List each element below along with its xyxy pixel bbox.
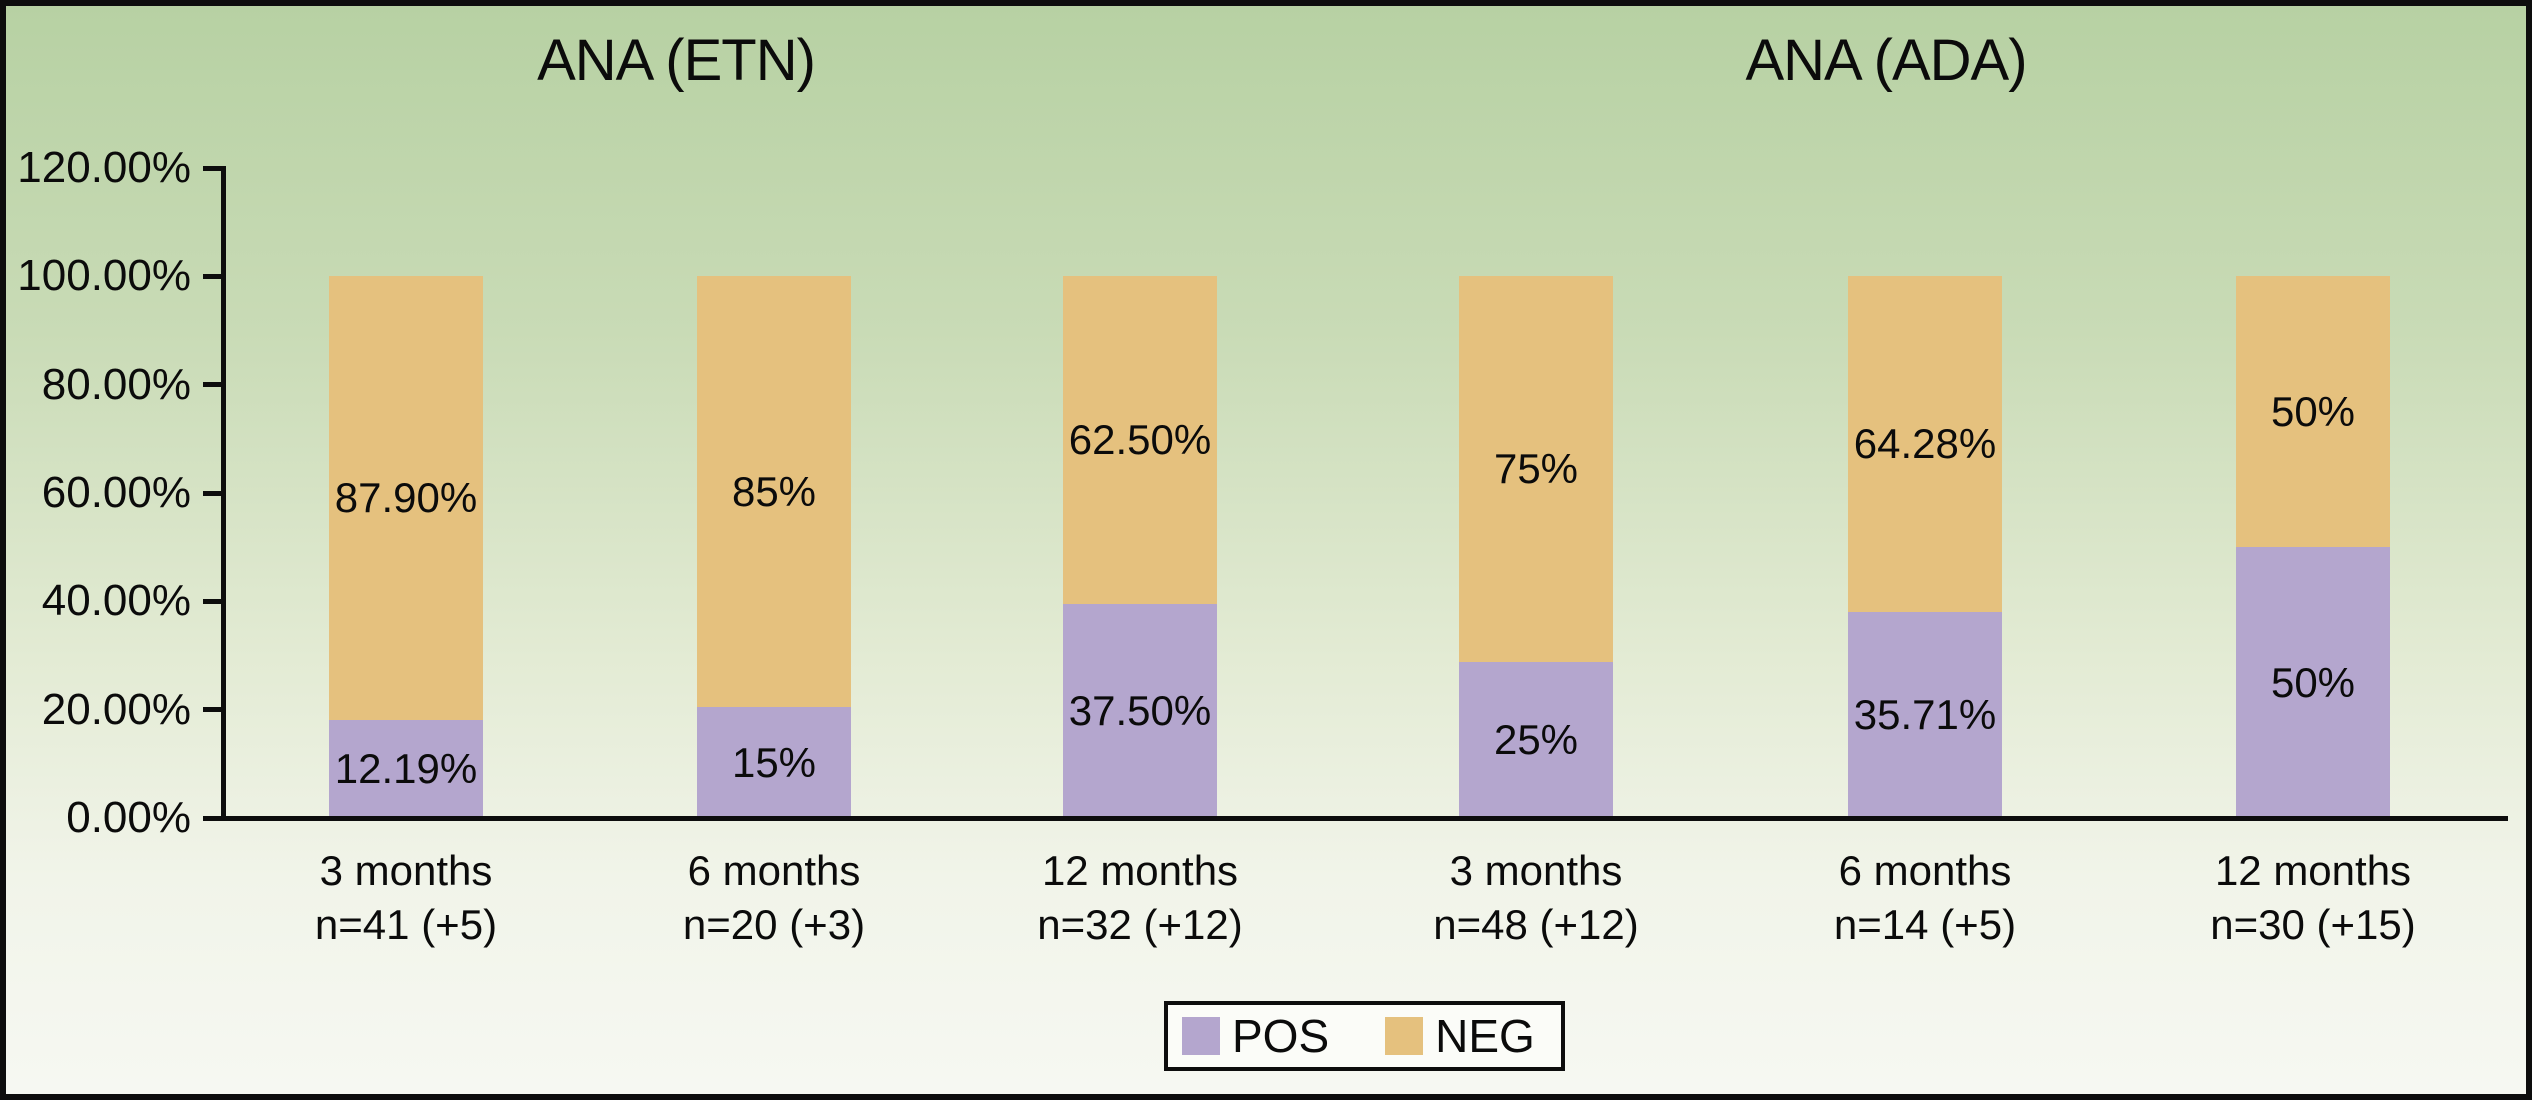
y-tick-80 bbox=[203, 382, 225, 387]
y-tick-label: 60.00% bbox=[41, 468, 191, 517]
bar-segment-pos: 15% bbox=[697, 707, 851, 818]
x-label-etn-6months: 6 months n=20 (+3) bbox=[594, 844, 954, 952]
y-tick-100 bbox=[203, 274, 225, 279]
bar-segment-neg: 64.28% bbox=[1848, 276, 2002, 613]
bar-segment-neg: 75% bbox=[1459, 276, 1613, 662]
y-tick-20 bbox=[203, 707, 225, 712]
bar-segment-neg: 87.90% bbox=[329, 276, 483, 721]
pos-value-label: 50% bbox=[2270, 658, 2356, 706]
bar-ada-12months: 50% 50% bbox=[2236, 276, 2390, 818]
bar-etn-6months: 85% 15% bbox=[697, 276, 851, 818]
bar-segment-pos: 25% bbox=[1459, 661, 1613, 818]
y-tick-120 bbox=[203, 166, 225, 171]
bar-segment-neg: 50% bbox=[2236, 276, 2390, 547]
x-label-ada-3months: 3 months n=48 (+12) bbox=[1356, 844, 1716, 952]
neg-value-label: 62.50% bbox=[1068, 416, 1212, 464]
legend-label-pos: POS bbox=[1232, 1010, 1330, 1062]
neg-value-label: 87.90% bbox=[334, 474, 478, 522]
pos-swatch-icon bbox=[1182, 1017, 1220, 1055]
y-tick-40 bbox=[203, 599, 225, 604]
y-tick-60 bbox=[203, 491, 225, 496]
x-label-etn-12months: 12 months n=32 (+12) bbox=[960, 844, 1320, 952]
bar-segment-neg: 85% bbox=[697, 276, 851, 708]
x-label-time: 3 months bbox=[1449, 847, 1623, 894]
pos-value-label: 12.19% bbox=[334, 745, 478, 793]
bar-segment-pos: 37.50% bbox=[1063, 604, 1217, 818]
x-label-time: 12 months bbox=[1041, 847, 1239, 894]
chart-title-etn: ANA (ETN) bbox=[537, 28, 816, 93]
x-label-time: 12 months bbox=[2214, 847, 2412, 894]
x-label-ada-12months: 12 months n=30 (+15) bbox=[2133, 844, 2493, 952]
neg-value-label: 64.28% bbox=[1853, 420, 1997, 468]
x-label-n: n=32 (+12) bbox=[1037, 901, 1243, 948]
chart-title-ada: ANA (ADA) bbox=[1745, 28, 2027, 93]
x-label-n: n=48 (+12) bbox=[1433, 901, 1639, 948]
y-tick-label: 80.00% bbox=[41, 360, 191, 409]
bar-ada-6months: 64.28% 35.71% bbox=[1848, 276, 2002, 818]
bar-segment-neg: 62.50% bbox=[1063, 276, 1217, 605]
bar-segment-pos: 12.19% bbox=[329, 720, 483, 818]
pos-value-label: 35.71% bbox=[1853, 691, 1997, 739]
bar-etn-12months: 62.50% 37.50% bbox=[1063, 276, 1217, 818]
legend-label-neg: NEG bbox=[1435, 1010, 1535, 1062]
x-label-n: n=20 (+3) bbox=[682, 901, 866, 948]
bar-etn-3months: 87.90% 12.19% bbox=[329, 276, 483, 818]
x-label-time: 3 months bbox=[319, 847, 493, 894]
legend: POS NEG bbox=[1164, 1001, 1565, 1071]
bar-segment-pos: 35.71% bbox=[1848, 612, 2002, 818]
pos-value-label: 15% bbox=[731, 738, 817, 786]
legend-item-neg: NEG bbox=[1385, 1013, 1535, 1059]
y-tick-label: 0.00% bbox=[66, 793, 191, 842]
bar-segment-pos: 50% bbox=[2236, 547, 2390, 818]
x-label-ada-6months: 6 months n=14 (+5) bbox=[1745, 844, 2105, 952]
x-axis-line bbox=[203, 816, 2508, 821]
x-label-etn-3months: 3 months n=41 (+5) bbox=[226, 844, 586, 952]
bar-ada-3months: 75% 25% bbox=[1459, 276, 1613, 818]
pos-value-label: 25% bbox=[1493, 715, 1579, 763]
pos-value-label: 37.50% bbox=[1068, 687, 1212, 735]
neg-value-label: 50% bbox=[2270, 387, 2356, 435]
x-label-n: n=41 (+5) bbox=[314, 901, 498, 948]
x-label-n: n=14 (+5) bbox=[1833, 901, 2017, 948]
neg-swatch-icon bbox=[1385, 1017, 1424, 1055]
neg-value-label: 85% bbox=[731, 467, 817, 515]
x-label-time: 6 months bbox=[1838, 847, 2012, 894]
y-tick-label: 120.00% bbox=[17, 143, 191, 192]
legend-item-pos: POS bbox=[1182, 1013, 1329, 1059]
y-tick-label: 20.00% bbox=[41, 685, 191, 734]
neg-value-label: 75% bbox=[1493, 444, 1579, 492]
y-tick-label: 40.00% bbox=[41, 576, 191, 625]
x-label-n: n=30 (+15) bbox=[2210, 901, 2416, 948]
y-tick-label: 100.00% bbox=[17, 251, 191, 300]
x-label-time: 6 months bbox=[687, 847, 861, 894]
